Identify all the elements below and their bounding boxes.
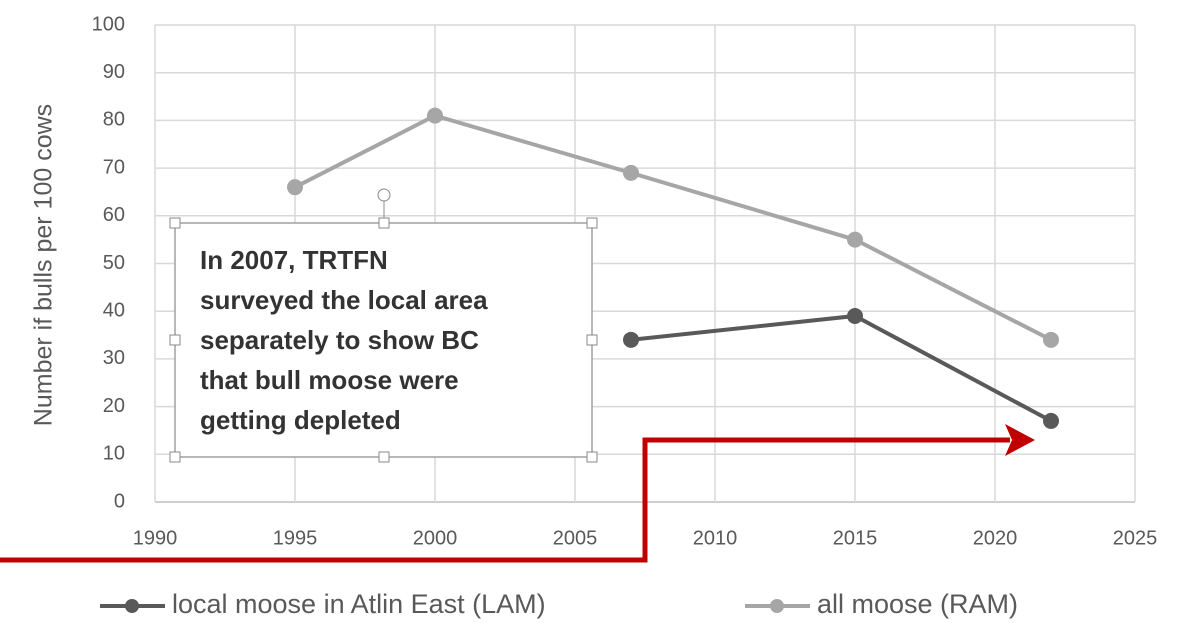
marker: [427, 107, 443, 124]
lines: [287, 107, 1059, 429]
x-tick-label: 2015: [833, 527, 878, 549]
y-tick-label: 100: [92, 13, 125, 35]
x-tick-label: 2025: [1113, 527, 1158, 549]
annotation-line: that bull moose were: [200, 365, 459, 395]
marker: [623, 164, 639, 181]
y-tick-label: 20: [103, 395, 125, 417]
resize-handles: [169, 217, 598, 463]
marker: [1043, 331, 1059, 348]
marker: [623, 331, 639, 348]
x-tick-label: 2005: [553, 527, 598, 549]
y-tick-label: 90: [103, 61, 125, 83]
y-tick-label: 60: [103, 204, 125, 226]
legend-label: all moose (RAM): [817, 589, 1018, 619]
y-axis-label: Number if bulls per 100 cows: [30, 104, 58, 426]
annotation-line: getting depleted: [200, 405, 401, 435]
y-tick-label: 80: [103, 109, 125, 131]
y-tick-label: 0: [114, 490, 125, 512]
annotation-box: In 2007, TRTFN surveyed the local area sep…: [169, 188, 598, 463]
y-tick-label: 30: [103, 347, 125, 369]
legend: local moose in Atlin East (LAM) all moose…: [100, 589, 1018, 619]
annotation-line: separately to show BC: [200, 325, 479, 355]
marker: [847, 231, 863, 248]
arrow-line: [0, 437, 1010, 563]
y-tick-label: 70: [103, 156, 125, 178]
marker: [287, 179, 303, 196]
annotation-line: surveyed the local area: [200, 285, 488, 315]
red-arrow: [0, 424, 1035, 563]
legend-label: local moose in Atlin East (LAM): [172, 589, 546, 619]
y-tick-label: 10: [103, 443, 125, 465]
y-tick-label: 50: [103, 252, 125, 274]
y-tick-label: 40: [103, 299, 125, 321]
rotate-handle: [377, 188, 391, 202]
legend-marker: [770, 599, 784, 613]
annotation-line: In 2007, TRTFN: [200, 245, 388, 275]
marker: [1043, 412, 1059, 429]
x-tick-label: 2010: [693, 527, 738, 549]
annotation-text: In 2007, TRTFN surveyed the local area sep…: [200, 245, 488, 435]
arrow-head: [1005, 424, 1035, 456]
x-tick-label: 1995: [273, 527, 318, 549]
x-tick-label: 1990: [133, 527, 178, 549]
legend-marker: [125, 599, 139, 613]
annotation-frame: [174, 222, 593, 458]
x-tick-label: 2000: [413, 527, 458, 549]
x-tick-label: 2020: [973, 527, 1018, 549]
marker: [847, 307, 863, 324]
